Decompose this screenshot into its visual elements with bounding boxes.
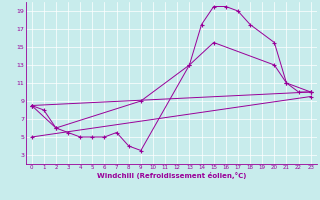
X-axis label: Windchill (Refroidissement éolien,°C): Windchill (Refroidissement éolien,°C)	[97, 172, 246, 179]
